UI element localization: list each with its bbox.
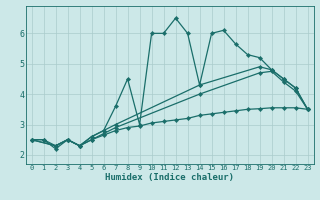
X-axis label: Humidex (Indice chaleur): Humidex (Indice chaleur) [105,173,234,182]
